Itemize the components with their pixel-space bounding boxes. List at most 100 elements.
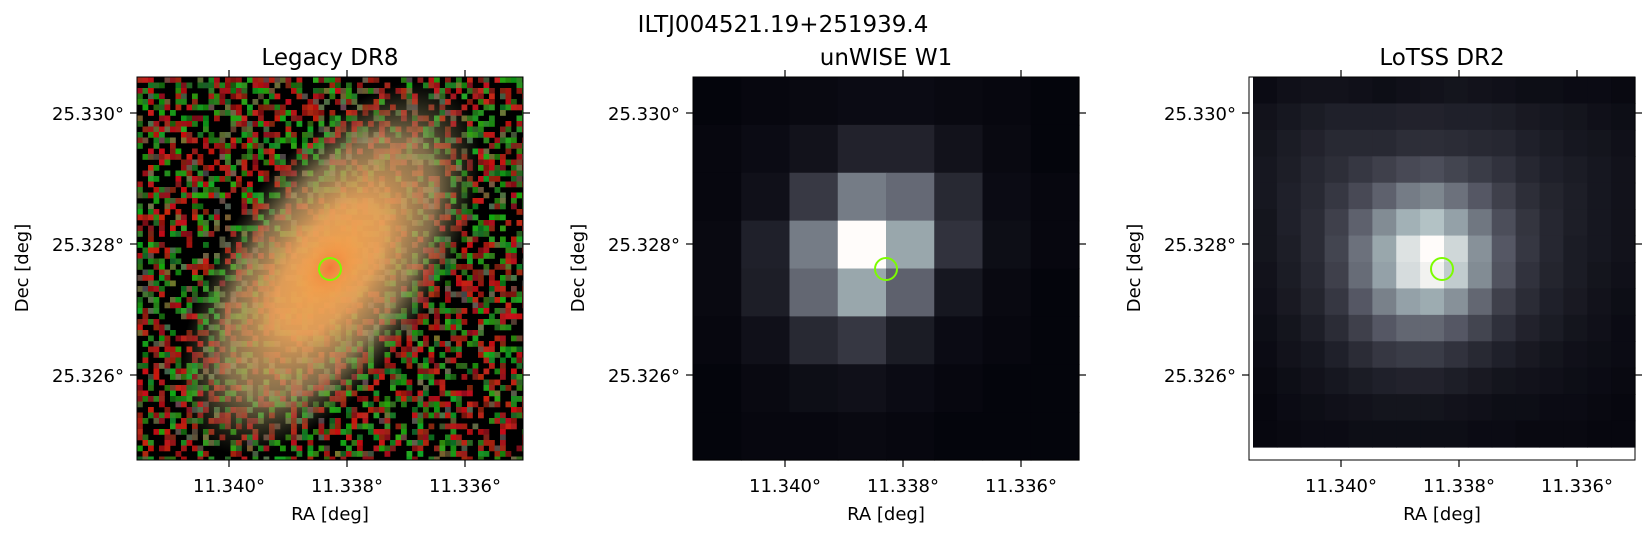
image-pixel xyxy=(1276,209,1302,237)
image-pixel xyxy=(741,316,791,365)
image-frame xyxy=(1248,76,1636,461)
image-pixel xyxy=(1587,235,1612,263)
image-pixel xyxy=(1253,394,1278,422)
image-pixel xyxy=(1420,182,1445,210)
image-pixel xyxy=(1467,420,1493,448)
image-pixel xyxy=(789,77,839,126)
image-pixel xyxy=(982,268,1032,317)
image-pixel xyxy=(1030,412,1080,461)
image-pixel xyxy=(1372,129,1397,157)
image-pixel xyxy=(934,364,984,413)
image-pixel xyxy=(1372,420,1397,448)
image-pixel xyxy=(1515,77,1541,105)
image-pixel xyxy=(1396,288,1421,316)
image-pixel xyxy=(934,412,984,461)
image-pixel xyxy=(886,412,935,461)
image-pixel xyxy=(1444,394,1469,422)
image-pixel xyxy=(1467,129,1493,157)
image-pixel xyxy=(1030,124,1080,174)
image-pixel xyxy=(1372,156,1397,184)
image-pixel xyxy=(693,364,742,413)
image-pixel xyxy=(1348,129,1373,157)
image-pixel xyxy=(886,77,935,126)
image-pixel xyxy=(1030,172,1080,222)
image-pixel xyxy=(1491,209,1517,237)
x-tick-label: 11.336° xyxy=(429,476,501,497)
image-pixel xyxy=(1372,235,1397,263)
source-marker xyxy=(874,257,898,281)
image-pixel xyxy=(1372,103,1397,131)
image-pixel xyxy=(1276,367,1302,395)
image-pixel xyxy=(1372,341,1397,369)
image-pixel xyxy=(1030,316,1080,365)
image-pixel xyxy=(1396,367,1421,395)
image-pixel xyxy=(1515,235,1541,263)
panel-unwise-w1: unWISE W1 11.340° 11.338° 11.336° 25.330… xyxy=(568,45,1086,525)
image-pixel xyxy=(886,364,935,413)
image-pixel xyxy=(1587,77,1612,105)
image-pixel xyxy=(1348,77,1373,105)
image-pixel xyxy=(1587,394,1612,422)
x-tick-label: 11.340° xyxy=(1305,476,1377,497)
image-pixel xyxy=(1253,367,1278,395)
image-pixel xyxy=(1324,288,1350,316)
image-pixel xyxy=(741,412,791,461)
image-pixel xyxy=(1611,367,1636,395)
image-pixel xyxy=(1253,288,1278,316)
image-pixel xyxy=(789,220,839,270)
image-pixel xyxy=(1324,209,1350,237)
image-pixel xyxy=(1372,182,1397,210)
image-pixel xyxy=(1348,235,1373,263)
y-tick-label: 25.326° xyxy=(608,366,680,387)
image-pixel xyxy=(1253,129,1278,157)
image-pixel xyxy=(741,124,791,174)
image-pixel xyxy=(1515,394,1541,422)
panel-title: LoTSS DR2 xyxy=(1379,45,1504,71)
ticks xyxy=(1242,70,1642,467)
image-pixel xyxy=(1563,394,1588,422)
image-pixel xyxy=(982,124,1032,174)
image-pixel xyxy=(1444,77,1469,105)
image-pixel xyxy=(1611,341,1636,369)
image-pixel xyxy=(1348,394,1373,422)
image-pixel xyxy=(1372,314,1397,342)
image-pixel xyxy=(1444,129,1469,157)
image-pixel xyxy=(1467,103,1493,131)
image-pixel xyxy=(741,268,791,317)
image-pixel xyxy=(1491,182,1517,210)
image-pixel xyxy=(1515,341,1541,369)
image-pixel xyxy=(1444,288,1469,316)
image-pixel xyxy=(1300,129,1326,157)
image-pixel xyxy=(1030,220,1080,270)
image-pixel xyxy=(1253,262,1278,290)
image-pixel xyxy=(1563,288,1588,316)
image-pixel xyxy=(1396,341,1421,369)
image-pixel xyxy=(1611,77,1636,105)
x-axis-label: RA [deg] xyxy=(1403,504,1481,525)
image-pixel xyxy=(1420,341,1445,369)
image-pixel xyxy=(1372,77,1397,105)
image-pixel xyxy=(1539,341,1564,369)
image-pixel xyxy=(1324,156,1350,184)
image-pixel xyxy=(1611,262,1636,290)
image-pixel xyxy=(1491,262,1517,290)
image-pixel xyxy=(1539,314,1564,342)
image-pixel xyxy=(789,172,839,222)
y-tick-label: 25.326° xyxy=(1164,366,1236,387)
image-pixel xyxy=(1467,288,1493,316)
image-pixel xyxy=(1587,209,1612,237)
image-pixel xyxy=(1324,103,1350,131)
image-pixel xyxy=(886,268,935,317)
image-pixel xyxy=(1300,235,1326,263)
x-tick-label: 11.340° xyxy=(193,476,265,497)
image-pixel xyxy=(1253,341,1278,369)
image-pixel xyxy=(693,268,742,317)
image-pixel xyxy=(1253,314,1278,342)
image-pixel xyxy=(982,220,1032,270)
image-pixel xyxy=(1420,420,1445,448)
image-pixel xyxy=(934,172,984,222)
image-pixel xyxy=(1276,394,1302,422)
image-pixel xyxy=(1030,364,1080,413)
image-pixel xyxy=(1300,209,1326,237)
